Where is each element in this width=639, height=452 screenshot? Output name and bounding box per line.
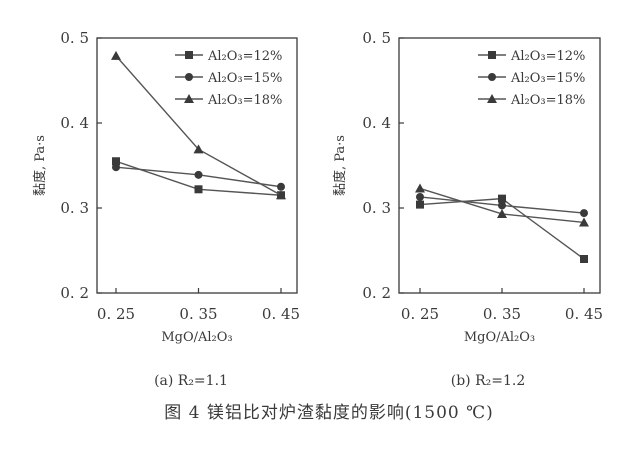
y-tick-label: 0. 5 [362,29,391,47]
y-tick-label: 0. 3 [60,199,89,217]
data-point-square [416,200,424,209]
data-point-circle [277,182,285,191]
data-point-triangle [276,190,286,200]
chart-subtitle: (b) R₂=1.2 [451,373,525,389]
legend-marker-triangle [487,94,497,103]
y-tick-label: 0. 3 [362,199,391,217]
x-axis-label: MgO/Al₂O₃ [161,330,232,345]
y-axis-label: 黏度, Pa·s [32,135,48,196]
y-tick-label: 0. 5 [60,29,89,47]
y-tick-label: 0. 2 [60,284,89,302]
data-point-circle [416,192,424,201]
legend-label: Al₂O₃=18% [510,93,585,108]
data-point-triangle [497,208,507,218]
panel-b: 0. 2 0. 3 0. 4 0. 5 0. 25 0. 35 0. 45 MgO/Al₂O₃… [332,29,603,389]
legend-marker-circle [185,73,193,81]
y-axis-label: 黏度, Pa·s [332,135,348,196]
data-point-square [194,185,203,194]
x-tick-label: 0. 25 [97,305,135,323]
panel-a: 0. 2 0. 3 0. 4 0. 5 0. 25 0. 35 0. 45 MgO/Al₂O₃… [32,29,300,389]
y-tick-label: 0. 4 [362,114,391,132]
plot-frame [96,37,298,294]
legend-marker-circle [488,73,496,81]
x-tick-label: 0. 25 [401,305,439,323]
x-tick-label: 0. 35 [483,305,521,323]
legend-label: Al₂O₃=18% [207,93,282,108]
data-point-triangle [415,183,425,193]
legend-label: Al₂O₃=12% [207,49,282,64]
data-point-circle [498,201,506,210]
x-tick-label: 0. 35 [179,305,217,323]
data-point-triangle [111,50,121,60]
data-point-triangle [193,144,204,154]
data-point-circle [112,163,120,172]
legend-label: Al₂O₃=15% [207,71,282,86]
x-tick-label: 0. 45 [262,305,300,323]
legend-label: Al₂O₃=15% [510,71,585,86]
figure-caption: 图 4 镁铝比对炉渣黏度的影响(1500 ℃) [164,403,494,423]
data-point-circle [580,209,588,218]
data-point-square [112,157,120,166]
plot-frame [398,37,601,294]
legend-marker-triangle [184,94,194,103]
data-point-square [498,194,506,203]
legend-marker-square [488,51,496,59]
x-axis-label: MgO/Al₂O₃ [464,330,535,345]
data-point-square [580,255,588,263]
y-tick-label: 0. 2 [362,284,391,302]
data-point-circle [194,170,203,179]
chart-subtitle: (a) R₂=1.1 [154,373,228,389]
legend-label: Al₂O₃=12% [510,49,585,64]
legend-marker-square [185,51,193,59]
x-tick-label: 0. 45 [565,305,603,323]
data-point-triangle [579,217,589,227]
y-tick-label: 0. 4 [60,114,89,132]
